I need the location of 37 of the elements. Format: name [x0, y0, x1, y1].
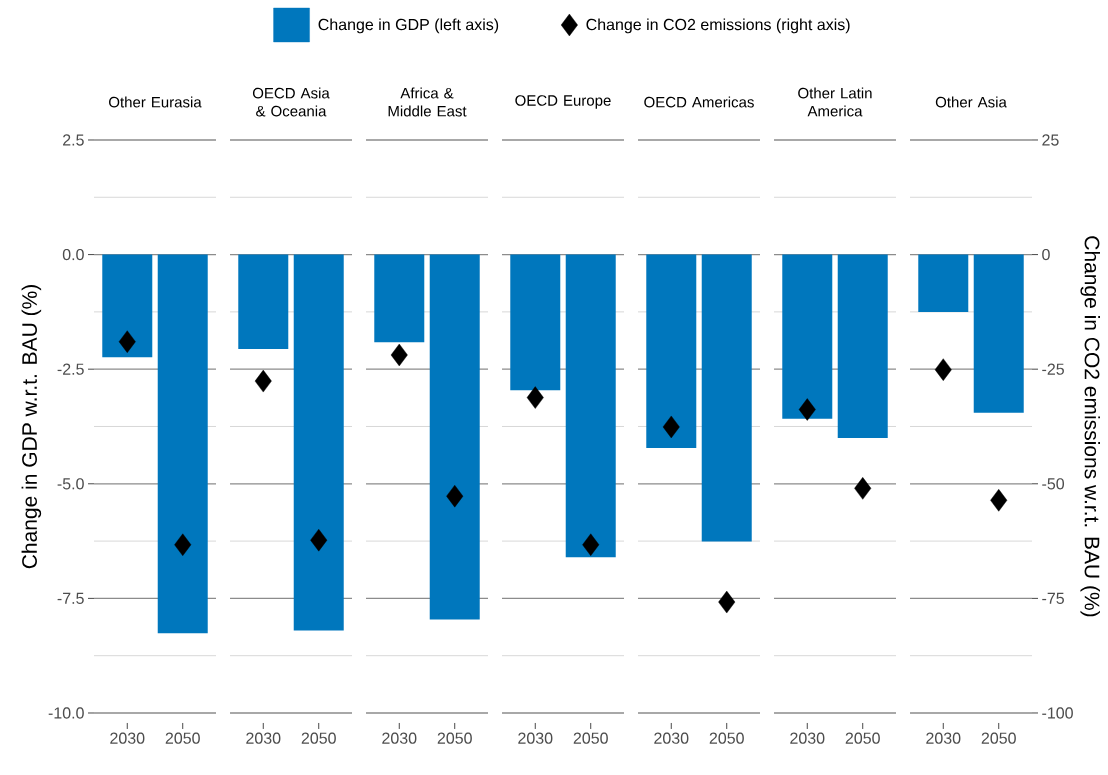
chart-title: Other Eurasia [109, 96, 202, 108]
x-tick-label: 2030 [110, 732, 145, 744]
x-tick-label: 2050 [165, 732, 200, 744]
y2-tick-label: 0 [1042, 248, 1050, 261]
y2-tick-label: -50 [1042, 478, 1065, 490]
legend-label: Change in CO2 emissions (right axis) [586, 18, 850, 34]
x-tick-label: 2050 [845, 732, 880, 744]
x-tick-label: 2030 [382, 732, 417, 744]
y-tick-label: -2.5 [57, 363, 84, 375]
y-tick-label: 2.5 [63, 134, 84, 146]
y2-tick-label: -25 [1042, 363, 1064, 375]
chart-title: Other Latin America [798, 87, 872, 117]
x-tick-label: 2050 [301, 732, 336, 744]
x-tick-label: 2030 [926, 732, 961, 744]
y2-tick-label: 25 [1042, 134, 1059, 146]
y-tick-label: 0.0 [62, 248, 84, 261]
x-tick-label: 2050 [981, 732, 1016, 744]
x-tick-label: 2030 [790, 732, 825, 744]
x-tick-label: 2050 [573, 732, 608, 744]
x-tick-label: 2050 [709, 732, 744, 744]
x-tick-label: 2030 [654, 732, 689, 744]
x-tick-label: 2030 [518, 732, 553, 744]
y-tick-label: -5.0 [57, 478, 84, 490]
chart-title: OECD Americas [644, 96, 754, 108]
y2-tick-label: -100 [1042, 707, 1073, 719]
x-tick-label: 2030 [246, 732, 281, 744]
y-axis-title: Change in GDP w.r.t. BAU (%) [21, 285, 42, 569]
legend-label: Change in GDP (left axis) [318, 18, 499, 34]
chart-title: OECD Asia & Oceania [252, 87, 330, 117]
y2-tick-label: -75 [1042, 592, 1064, 604]
y2-axis-title: Change in CO2 emissions w.r.t. BAU (%) [1080, 236, 1100, 617]
y-tick-label: -10.0 [48, 707, 84, 719]
chart-title: Africa & Middle East [388, 87, 467, 117]
x-tick-label: 2050 [437, 732, 472, 744]
chart-title: OECD Europe [515, 95, 611, 109]
chart-title: Other Asia [935, 96, 1007, 108]
y-tick-label: -7.5 [57, 592, 84, 604]
